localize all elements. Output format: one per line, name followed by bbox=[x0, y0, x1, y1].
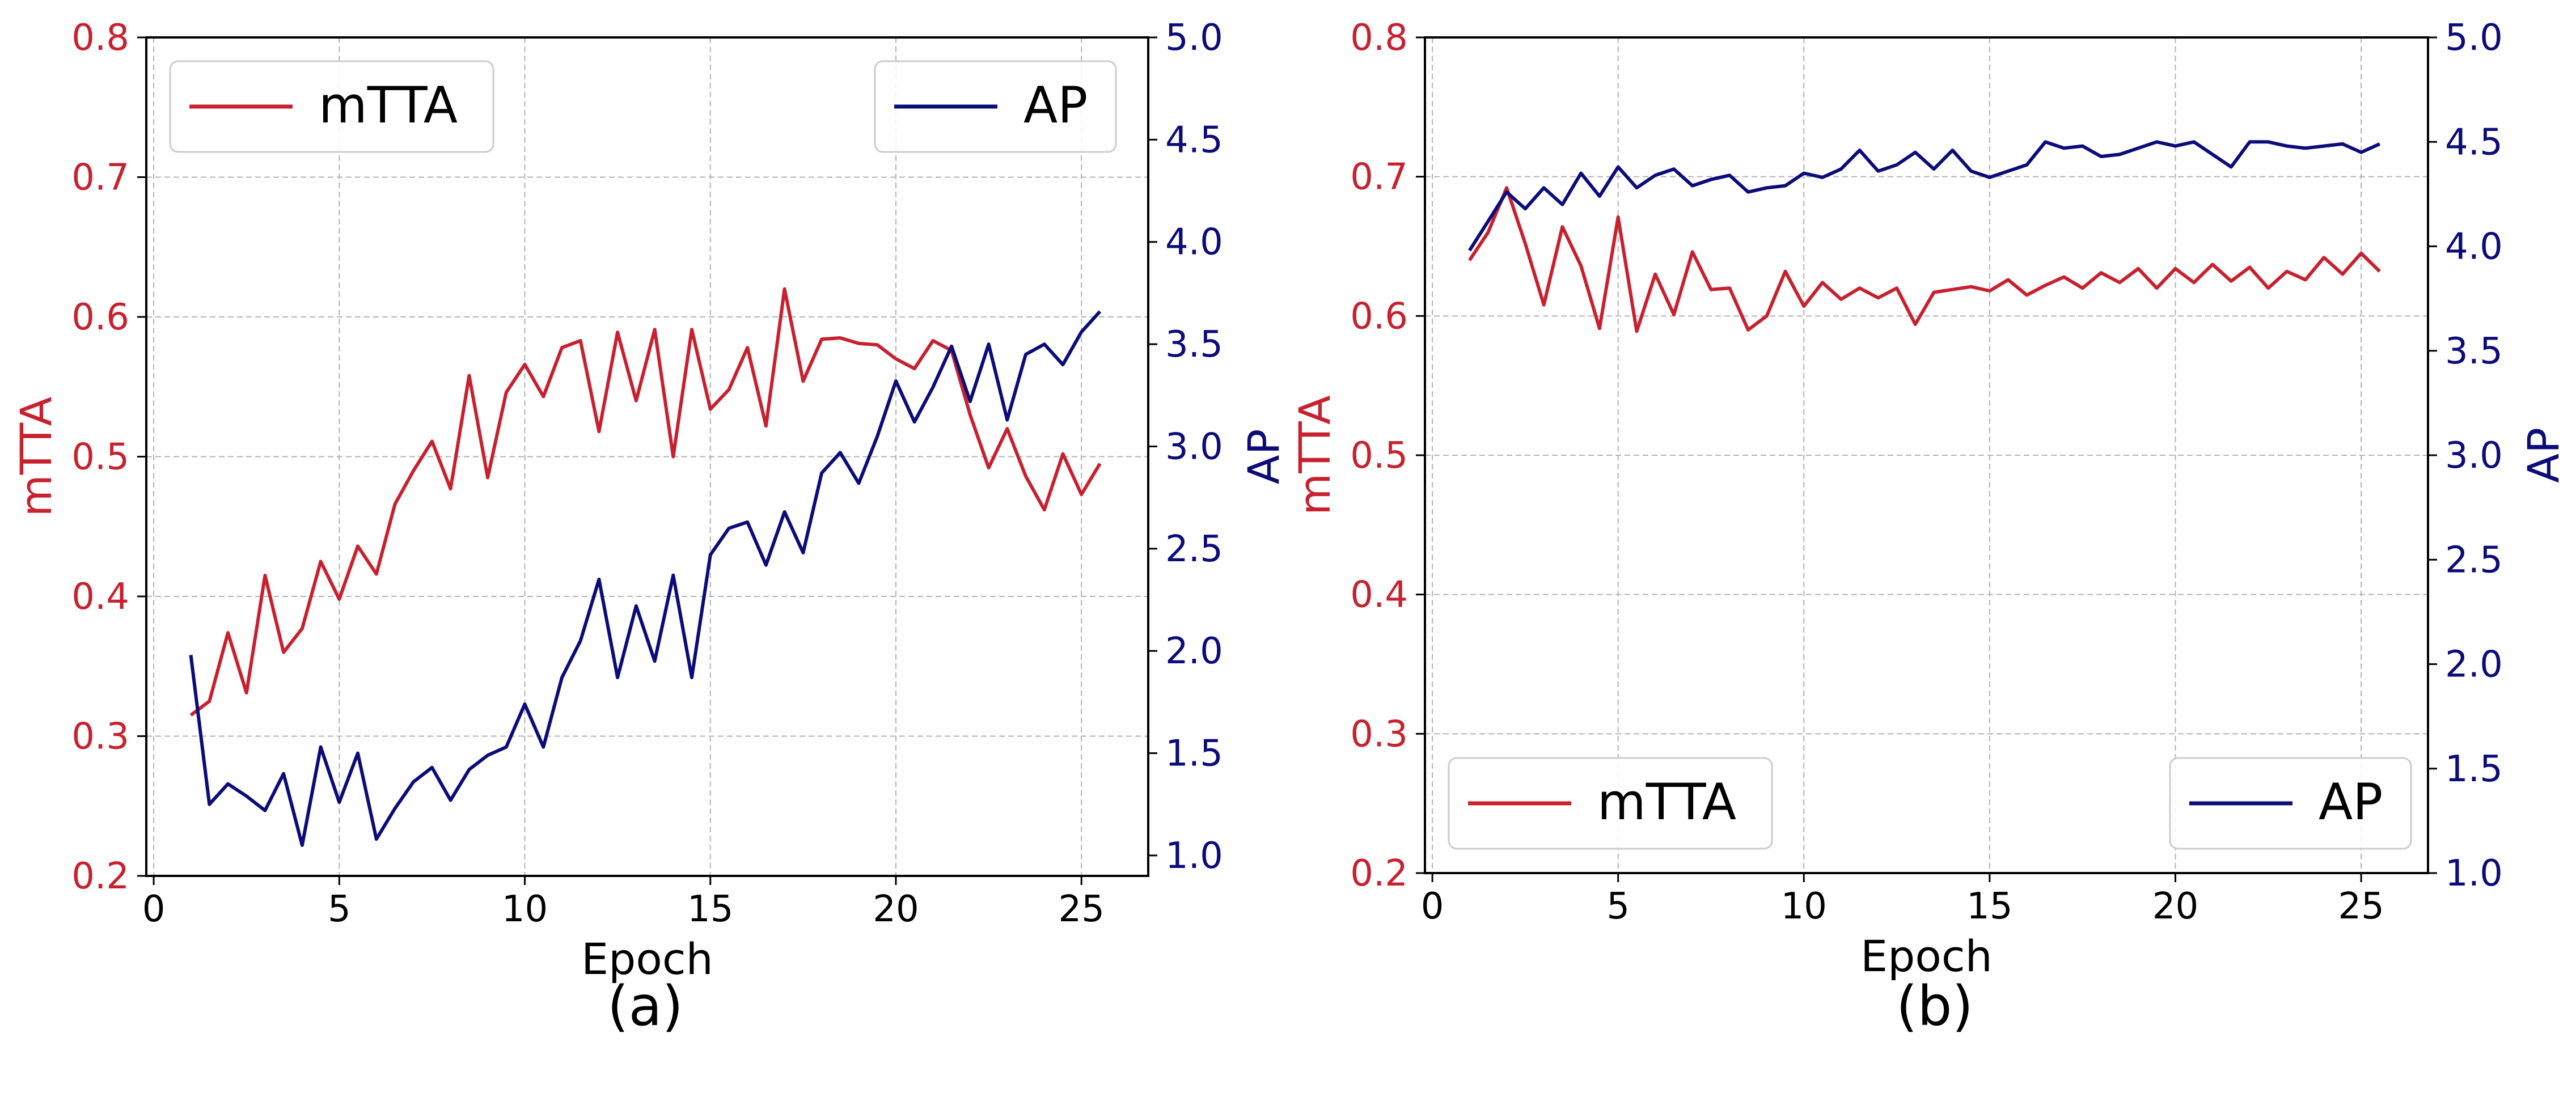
ap-series-line bbox=[189, 310, 1102, 847]
panel-b: 0 5 10 15 20 25 0.2 0.3 0.4 0.5 0.6 0.7 0.8 1.0 1.5 2.0… bbox=[1289, 17, 2569, 1038]
y-left-axis-title: mTTA bbox=[11, 397, 61, 517]
y-left-tick-label: 0.7 bbox=[1350, 156, 1408, 198]
x-tick-label: 10 bbox=[502, 888, 548, 930]
y-right-tick-label: 4.0 bbox=[1165, 222, 1223, 264]
y-left-tick-label: 0.4 bbox=[71, 576, 129, 618]
y-right-tick-label: 2.0 bbox=[1165, 630, 1223, 672]
y-right-tick-label: 4.5 bbox=[2445, 121, 2503, 163]
y-right-tick-label: 5.0 bbox=[1165, 17, 1223, 59]
y-right-tick-label: 3.0 bbox=[2445, 435, 2503, 477]
y-right-tick-label: 2.0 bbox=[2445, 644, 2503, 686]
y-right-tick-label: 2.5 bbox=[1165, 528, 1223, 570]
legend-label: AP bbox=[2319, 773, 2383, 831]
x-tick-label: 20 bbox=[2152, 886, 2198, 927]
x-tick-label: 0 bbox=[1421, 886, 1444, 927]
x-axis-title: Epoch bbox=[1860, 931, 1993, 981]
y-left-tick-label: 0.4 bbox=[1350, 574, 1408, 616]
panel-label: (b) bbox=[1896, 975, 1973, 1038]
y-left-tick-label: 0.2 bbox=[1350, 853, 1408, 895]
legend-ap: AP bbox=[874, 60, 1117, 153]
mtta-series-line bbox=[1468, 186, 2381, 333]
legend-mtta: mTTA bbox=[169, 60, 494, 153]
y-right-tick-label: 2.5 bbox=[2445, 539, 2503, 581]
y-right-tick-label: 1.5 bbox=[1165, 733, 1223, 775]
y-right-tick-label: 4.5 bbox=[1165, 119, 1223, 161]
x-tick-label: 20 bbox=[873, 888, 919, 930]
x-tick-label: 10 bbox=[1781, 886, 1827, 927]
y-right-axis-title: AP bbox=[2518, 427, 2569, 483]
y-right-tick-label: 1.0 bbox=[1165, 835, 1223, 877]
legend-label: mTTA bbox=[319, 76, 458, 134]
x-tick-label: 5 bbox=[328, 888, 351, 930]
x-tick-label: 25 bbox=[2338, 886, 2384, 927]
panel-label: (a) bbox=[607, 975, 683, 1038]
legend-box bbox=[1448, 757, 1773, 850]
mtta-series-line bbox=[189, 287, 1102, 717]
y-right-tick-label: 3.0 bbox=[1165, 426, 1223, 468]
x-tick-label: 5 bbox=[1606, 886, 1630, 927]
x-tick-label: 15 bbox=[687, 888, 733, 930]
ap-series-line bbox=[1468, 140, 2381, 252]
y-left-tick-label: 0.5 bbox=[1350, 435, 1408, 477]
y-right-tick-label: 1.5 bbox=[2445, 748, 2503, 790]
y-left-tick-label: 0.6 bbox=[71, 297, 129, 338]
y-right-tick-label: 3.5 bbox=[2445, 331, 2503, 372]
y-left-tick-label: 0.3 bbox=[71, 716, 129, 758]
x-tick-label: 25 bbox=[1058, 888, 1104, 930]
y-right-tick-label: 1.0 bbox=[2445, 853, 2503, 895]
legend-ap: AP bbox=[2169, 757, 2412, 850]
y-left-tick-label: 0.5 bbox=[71, 437, 129, 478]
y-left-tick-label: 0.7 bbox=[71, 157, 129, 199]
legend-label: AP bbox=[1023, 76, 1088, 134]
y-left-tick-label: 0.2 bbox=[71, 855, 129, 897]
x-tick-label: 15 bbox=[1966, 886, 2012, 927]
y-right-tick-label: 4.0 bbox=[2445, 226, 2503, 268]
y-left-tick-label: 0.3 bbox=[1350, 713, 1408, 755]
y-right-axis-title: AP bbox=[1238, 429, 1289, 485]
y-left-axis-title: mTTA bbox=[1289, 395, 1340, 515]
y-left-tick-label: 0.8 bbox=[71, 17, 129, 59]
legend-box bbox=[169, 60, 494, 153]
legend-label: mTTA bbox=[1597, 773, 1736, 831]
x-tick-label: 0 bbox=[142, 888, 166, 930]
y-left-tick-label: 0.8 bbox=[1350, 17, 1408, 59]
y-right-tick-label: 3.5 bbox=[1165, 324, 1223, 366]
x-axis-title: Epoch bbox=[581, 934, 713, 984]
legend-mtta: mTTA bbox=[1448, 757, 1773, 850]
panel-a: 0 5 10 15 20 25 0.2 0.3 0.4 0.5 0.6 0.7 0.8 1.0 1.5 2.0… bbox=[11, 17, 1289, 1038]
y-left-tick-label: 0.6 bbox=[1350, 295, 1408, 337]
y-right-tick-label: 5.0 bbox=[2445, 17, 2503, 59]
